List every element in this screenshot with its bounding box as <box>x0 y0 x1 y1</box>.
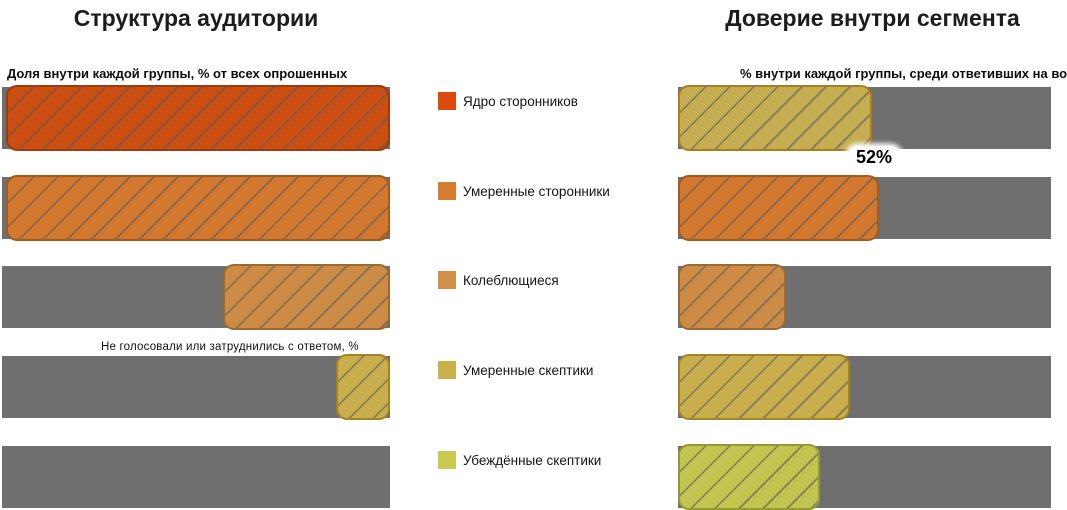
left-track-row-5 <box>2 446 390 508</box>
data-label-52-percent: 52% <box>847 146 902 169</box>
left-bar-row-4 <box>336 354 390 420</box>
left-bar-row-3 <box>223 264 390 330</box>
section-note: Не голосовали или затруднились с ответом… <box>101 341 359 353</box>
legend-square-row-2 <box>438 182 456 200</box>
right-bar-row-4 <box>678 354 850 420</box>
legend-label-row-1: Ядро сторонников <box>463 94 578 109</box>
right-bar-row-5 <box>678 444 820 510</box>
right-bar-row-3 <box>678 264 786 330</box>
section-divider-strip <box>361 332 730 353</box>
legend-label-row-3: Колеблющиеся <box>463 273 559 288</box>
right-panel-subtitle: % внутри каждой группы, среди ответивших… <box>740 66 1067 81</box>
right-panel-title: Доверие внутри сегмента <box>725 5 1020 31</box>
legend-label-row-4: Умеренные скептики <box>463 363 594 378</box>
left-bar-row-1 <box>6 85 390 151</box>
legend-square-row-5 <box>438 451 456 469</box>
legend-label-row-2: Умеренные сторонники <box>463 184 610 199</box>
right-bar-row-2 <box>678 175 879 241</box>
legend-square-row-3 <box>438 271 456 289</box>
legend-square-row-1 <box>438 92 456 110</box>
right-bar-row-1 <box>678 85 872 151</box>
left-bar-row-2 <box>6 175 390 241</box>
left-panel-title: Структура аудитории <box>73 5 319 31</box>
left-panel-subtitle: Доля внутри каждой группы, % от всех опр… <box>7 66 348 81</box>
legend-square-row-4 <box>438 361 456 379</box>
legend-label-row-5: Убеждённые скептики <box>463 453 602 468</box>
left-track-row-4 <box>2 356 390 418</box>
